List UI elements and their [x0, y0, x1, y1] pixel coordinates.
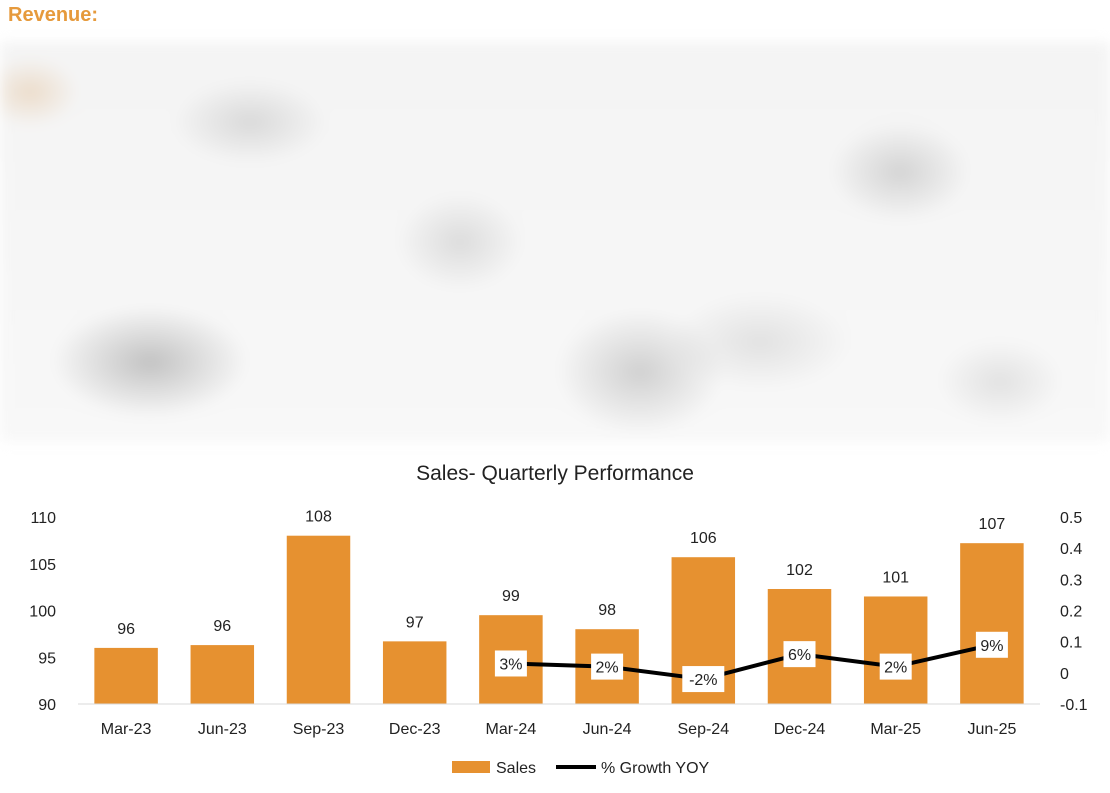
legend-sales-label: Sales	[496, 760, 536, 777]
bar-data-label: 98	[598, 602, 616, 619]
growth-line	[510, 642, 993, 682]
y-tick-label: 110	[30, 510, 56, 527]
sales-bar	[863, 596, 928, 704]
y2-tick-label: 0.4	[1060, 541, 1082, 558]
growth-data-label: 2%	[884, 660, 907, 677]
y-tick-label: 95	[38, 650, 56, 667]
x-tick-label: Dec-24	[774, 721, 826, 738]
sales-bar	[382, 641, 447, 704]
y2-tick-label: 0.1	[1060, 635, 1082, 652]
growth-data-label: 3%	[499, 656, 522, 673]
y2-tick-label: 0.2	[1060, 604, 1082, 621]
chart-container: Sales- Quarterly Performance 90 95 100 105 1…	[0, 452, 1110, 788]
bar-data-label: 107	[979, 516, 1006, 533]
sales-bar	[960, 543, 1024, 704]
bar-data-label: 108	[305, 509, 332, 526]
x-tick-label: Sep-23	[293, 721, 345, 738]
y-tick-label: 105	[29, 557, 56, 574]
growth-label-box	[682, 666, 725, 693]
sales-bar	[190, 645, 255, 704]
x-tick-label: Sep-24	[678, 721, 730, 738]
y2-tick-label: 0.5	[1060, 510, 1082, 527]
chart-title: Sales- Quarterly Performance	[416, 462, 694, 485]
growth-label-box	[783, 641, 816, 668]
growth-label-box	[975, 631, 1008, 658]
section-heading: Revenue:	[8, 4, 99, 26]
x-tick-label: Jun-25	[967, 721, 1016, 738]
growth-data-label: -2%	[689, 672, 717, 689]
bar-data-label: 102	[786, 562, 813, 579]
legend-growth-label: % Growth YOY	[601, 760, 710, 777]
y2-tick-label: -0.1	[1060, 697, 1088, 714]
growth-data-label: 6%	[788, 647, 811, 664]
growth-data-label: 9%	[980, 638, 1003, 655]
y2-tick-label: 0	[1060, 666, 1069, 683]
x-tick-label: Dec-23	[389, 721, 441, 738]
bar-data-label: 96	[213, 618, 231, 635]
growth-label-box	[879, 653, 912, 680]
y-tick-label: 90	[38, 697, 56, 714]
y-tick-label: 100	[29, 604, 56, 621]
legend-sales-swatch	[452, 761, 490, 773]
bar-data-label: 106	[690, 530, 717, 547]
x-tick-label: Mar-23	[101, 721, 152, 738]
bar-data-label: 99	[502, 588, 520, 605]
bar-data-label: 101	[882, 569, 909, 586]
growth-data-label: 2%	[596, 660, 619, 677]
x-tick-label: Jun-24	[583, 721, 632, 738]
sales-bar	[94, 647, 158, 704]
x-tick-label: Mar-25	[870, 721, 921, 738]
sales-bar	[286, 535, 351, 704]
x-tick-label: Mar-24	[486, 721, 537, 738]
sales-chart: 90 95 100 105 110 -0.1 0 0.1 0.2 0.3 0.4 0.5 96 96 108…	[29, 509, 1088, 777]
y2-tick-label: 0.3	[1060, 572, 1082, 589]
bar-data-label: 97	[406, 614, 424, 631]
bar-data-label: 96	[117, 621, 135, 638]
growth-label-box	[494, 650, 527, 677]
growth-label-box	[591, 653, 624, 680]
blurred-content	[0, 42, 1110, 442]
x-tick-label: Jun-23	[198, 721, 247, 738]
